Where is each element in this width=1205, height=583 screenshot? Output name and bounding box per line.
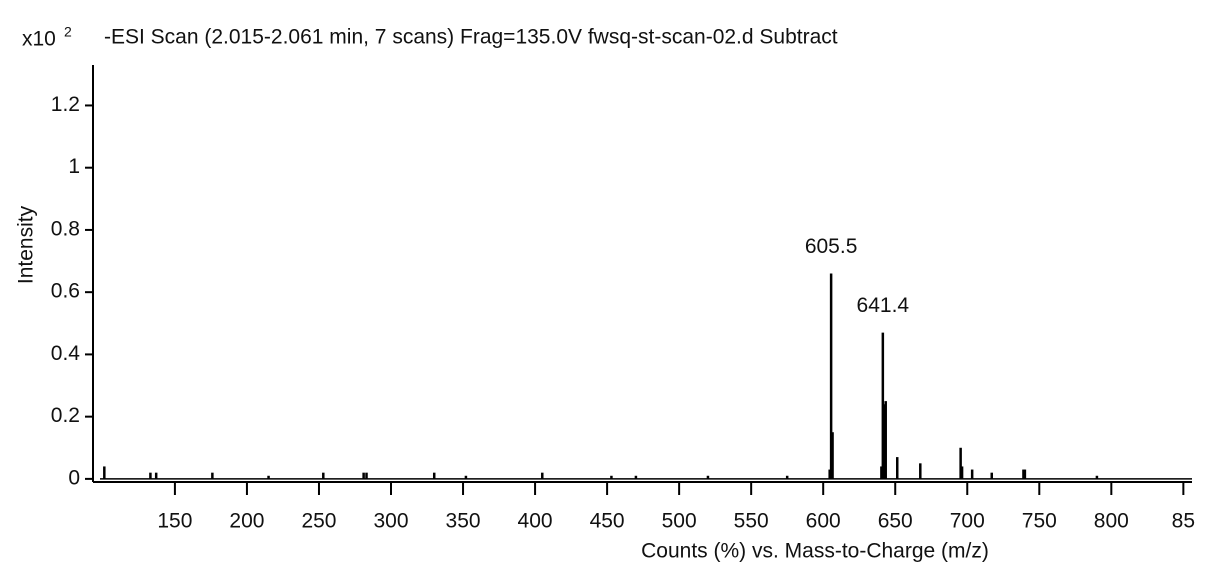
x-tick-label: 700 <box>950 510 985 533</box>
x-tick-label: 150 <box>157 510 192 533</box>
x-tick-label: 450 <box>590 510 625 533</box>
x-tick-label: 800 <box>1094 510 1129 533</box>
x-tick-label: 85 <box>1172 510 1195 533</box>
x-tick-label: 600 <box>806 510 841 533</box>
y-tick-label: 0.6 <box>51 280 80 303</box>
y-tick-label: 0.8 <box>51 217 80 240</box>
peak-label: 605.5 <box>805 235 858 258</box>
x-tick-label: 550 <box>734 510 769 533</box>
y-tick-label: 0 <box>68 466 80 489</box>
x-tick-label: 350 <box>446 510 481 533</box>
y-tick-label: 0.4 <box>51 342 81 365</box>
x-tick-label: 300 <box>373 510 408 533</box>
y-tick-label: 1.2 <box>51 93 80 116</box>
x-tick-label: 650 <box>878 510 913 533</box>
y-tick-label: 1 <box>68 155 80 178</box>
y-scale-label: x10 <box>22 28 56 51</box>
y-axis-label: Intensity <box>15 205 38 284</box>
x-tick-label: 500 <box>662 510 697 533</box>
x-tick-label: 400 <box>518 510 553 533</box>
x-tick-label: 750 <box>1022 510 1057 533</box>
chart-title: -ESI Scan (2.015-2.061 min, 7 scans) Fra… <box>104 26 838 49</box>
x-axis-label: Counts (%) vs. Mass-to-Charge (m/z) <box>641 540 989 563</box>
peak-label: 641.4 <box>857 294 910 317</box>
y-tick-label: 0.2 <box>51 404 80 427</box>
y-scale-exponent: 2 <box>64 24 72 40</box>
x-tick-label: 200 <box>229 510 264 533</box>
x-tick-label: 250 <box>301 510 336 533</box>
